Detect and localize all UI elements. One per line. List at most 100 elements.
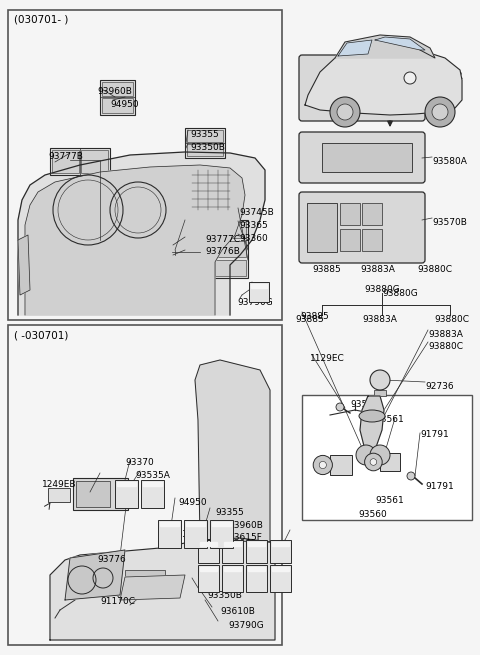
Polygon shape — [212, 522, 231, 526]
Text: 93535A: 93535A — [135, 471, 170, 480]
Bar — [8, 10, 282, 320]
Text: 91791: 91791 — [420, 430, 449, 439]
Text: 93880G: 93880G — [382, 289, 418, 298]
Text: 93960B: 93960B — [228, 521, 263, 530]
Bar — [141, 480, 164, 508]
Text: 93776B: 93776B — [205, 247, 240, 256]
Polygon shape — [195, 360, 270, 542]
Polygon shape — [120, 575, 185, 600]
Text: 93360: 93360 — [239, 234, 268, 243]
Circle shape — [313, 455, 333, 475]
Text: 93561: 93561 — [375, 415, 404, 424]
Text: 92736: 92736 — [425, 382, 454, 391]
Bar — [340, 229, 360, 251]
Bar — [158, 520, 181, 548]
Text: 93350B: 93350B — [207, 591, 242, 600]
Bar — [246, 540, 267, 563]
Bar — [125, 570, 165, 598]
Bar — [73, 478, 128, 510]
Polygon shape — [200, 542, 217, 546]
Polygon shape — [18, 152, 265, 315]
Bar — [222, 540, 243, 563]
Bar — [175, 234, 197, 251]
Bar — [115, 480, 138, 508]
Circle shape — [330, 97, 360, 127]
Polygon shape — [248, 567, 265, 571]
Circle shape — [407, 472, 415, 480]
Polygon shape — [305, 48, 462, 115]
FancyBboxPatch shape — [299, 192, 425, 263]
Polygon shape — [224, 567, 241, 571]
Circle shape — [370, 458, 377, 465]
Polygon shape — [360, 396, 384, 450]
Polygon shape — [65, 550, 125, 600]
Bar — [374, 390, 386, 396]
Polygon shape — [251, 284, 267, 288]
Bar — [198, 540, 219, 563]
Text: 93635A: 93635A — [165, 530, 200, 539]
Bar — [175, 254, 197, 271]
Polygon shape — [117, 482, 136, 486]
Bar — [184, 520, 207, 548]
Circle shape — [425, 97, 455, 127]
Text: 93350B: 93350B — [190, 143, 225, 152]
Text: 93790G: 93790G — [228, 621, 264, 630]
Text: (030701- ): (030701- ) — [14, 15, 68, 25]
Text: 93777B: 93777B — [48, 152, 83, 161]
Circle shape — [356, 445, 376, 465]
Circle shape — [432, 104, 448, 120]
Bar — [380, 453, 400, 471]
Bar — [52, 150, 79, 173]
Bar — [215, 222, 246, 238]
Text: 93883A: 93883A — [360, 265, 395, 274]
Text: 93885: 93885 — [312, 265, 341, 274]
Text: 93370: 93370 — [125, 458, 154, 467]
Text: 93790G: 93790G — [237, 298, 273, 307]
Text: 94950: 94950 — [110, 100, 139, 109]
Bar — [249, 282, 269, 302]
Bar — [340, 203, 360, 225]
Bar — [81, 150, 108, 173]
Bar — [187, 130, 223, 142]
Circle shape — [319, 461, 326, 468]
Bar — [198, 565, 219, 592]
Text: 93580A: 93580A — [432, 157, 467, 166]
Circle shape — [370, 445, 390, 465]
Text: 93610B: 93610B — [220, 607, 255, 616]
Polygon shape — [338, 40, 372, 56]
Polygon shape — [160, 522, 179, 526]
Text: 93885: 93885 — [300, 312, 329, 321]
Bar — [362, 203, 382, 225]
Text: 93560: 93560 — [358, 510, 387, 519]
Bar — [172, 232, 200, 272]
Bar — [215, 260, 246, 276]
Text: 93365: 93365 — [239, 221, 268, 230]
Bar — [210, 520, 233, 548]
Text: ( -030701): ( -030701) — [14, 330, 68, 340]
Text: 93883A: 93883A — [362, 315, 397, 324]
Text: 91791: 91791 — [425, 482, 454, 491]
Bar — [100, 80, 135, 115]
Text: 93880C: 93880C — [417, 265, 452, 274]
Circle shape — [370, 370, 390, 390]
Polygon shape — [272, 567, 289, 571]
Bar — [302, 395, 472, 520]
FancyBboxPatch shape — [299, 55, 425, 121]
Bar — [213, 220, 248, 278]
Text: 93580L: 93580L — [428, 85, 462, 94]
Bar — [362, 229, 382, 251]
Polygon shape — [143, 482, 162, 486]
FancyBboxPatch shape — [299, 132, 425, 183]
Bar — [270, 565, 291, 592]
Bar — [192, 170, 230, 210]
Text: 93355: 93355 — [190, 130, 219, 139]
Circle shape — [337, 104, 353, 120]
Bar — [102, 98, 133, 113]
Bar — [222, 565, 243, 592]
Bar — [246, 565, 267, 592]
Text: 93745B: 93745B — [239, 208, 274, 217]
Text: 93880G: 93880G — [364, 285, 400, 294]
Bar — [102, 82, 133, 96]
Bar — [322, 143, 412, 172]
Polygon shape — [25, 165, 245, 315]
